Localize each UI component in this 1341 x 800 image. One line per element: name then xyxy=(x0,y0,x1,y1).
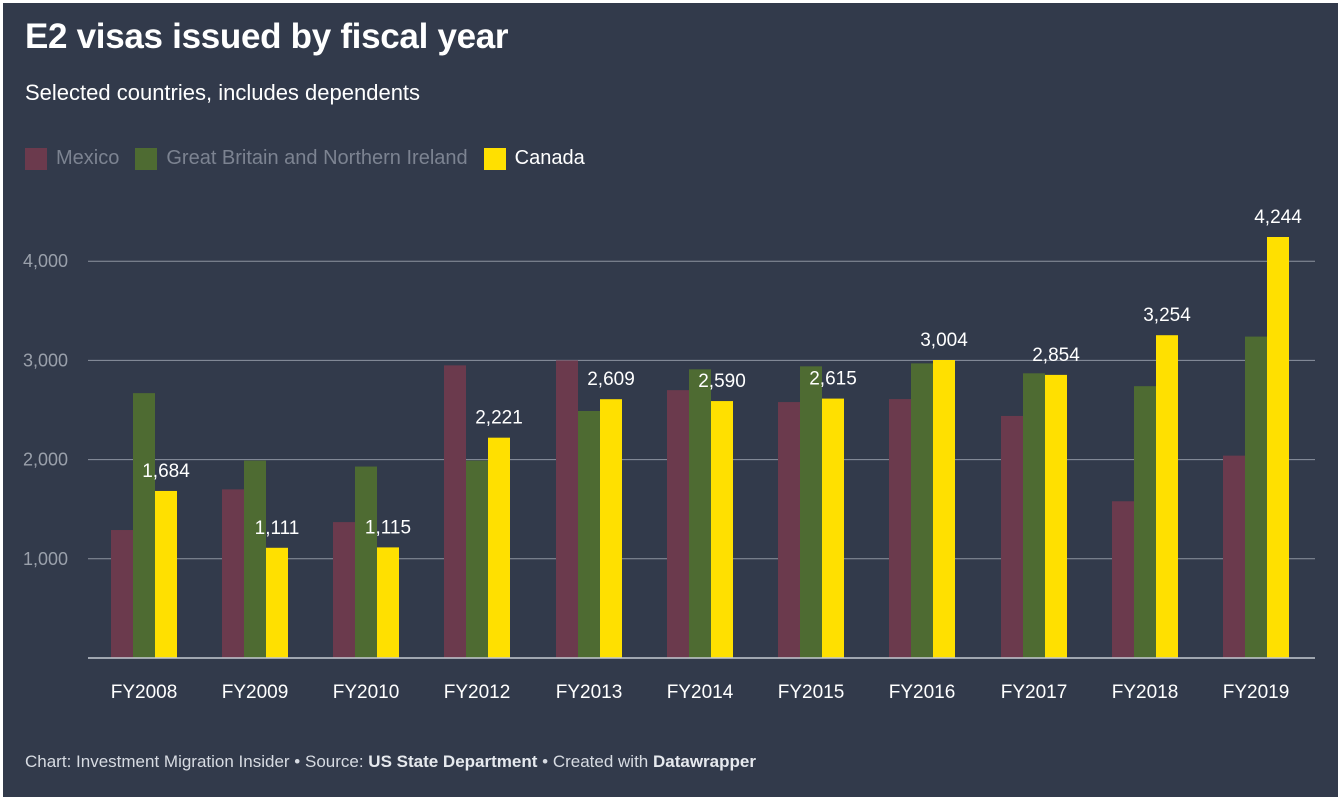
footer-chart-by: Investment Migration Insider xyxy=(76,752,290,771)
x-tick-label: FY2013 xyxy=(556,682,623,703)
y-tick-label: 2,000 xyxy=(23,450,68,470)
legend-swatch-mexico xyxy=(25,147,47,170)
legend-swatch-great-britain xyxy=(135,147,158,170)
bar-canada-FY2019 xyxy=(1267,236,1289,659)
bar-mexico-FY2012 xyxy=(444,365,466,658)
chart-frame: E2 visas issued by fiscal year Selected … xyxy=(3,3,1338,797)
bar-canada-FY2008 xyxy=(155,490,177,658)
data-label-canada-FY2016: 3,004 xyxy=(920,330,968,351)
x-tick-label: FY2010 xyxy=(333,682,400,703)
footer-chart-prefix: Chart: xyxy=(25,752,77,771)
bar-mexico-FY2013 xyxy=(556,360,578,658)
data-label-canada-FY2019: 4,244 xyxy=(1254,207,1302,228)
x-tick-label: FY2008 xyxy=(111,682,178,703)
data-label-canada-FY2018: 3,254 xyxy=(1143,305,1191,326)
data-label-canada-FY2012: 2,221 xyxy=(475,408,523,429)
bar-mexico-FY2008 xyxy=(111,530,133,658)
x-axis: FY2008 FY2009 FY2010 FY2012 FY2013 FY2014 FY20… xyxy=(88,657,1315,703)
bar-canada-FY2018 xyxy=(1156,335,1178,658)
data-label-canada-FY2015: 2,615 xyxy=(809,369,857,390)
bar-canada-FY2016 xyxy=(933,360,955,658)
bar-mexico-FY2014 xyxy=(667,390,689,658)
bars xyxy=(111,236,1289,659)
y-tick-label: 3,000 xyxy=(23,350,68,370)
data-label-canada-FY2008: 1,684 xyxy=(142,461,190,482)
data-label-canada-FY2017: 2,854 xyxy=(1032,345,1080,366)
value-labels: 1,684 1,111 1,115 2,221 2,609 2,590 2,615 3,004… xyxy=(142,207,1302,539)
bar-great-britain-FY2018 xyxy=(1134,386,1156,658)
bar-mexico-FY2015 xyxy=(778,402,800,658)
bar-mexico-FY2010 xyxy=(333,522,355,658)
x-tick-label: FY2018 xyxy=(1112,682,1179,703)
bar-mexico-FY2017 xyxy=(1001,415,1023,658)
bar-great-britain-FY2019 xyxy=(1245,336,1267,658)
bar-canada-FY2010 xyxy=(377,547,399,658)
bar-mexico-FY2018 xyxy=(1112,501,1134,658)
legend-label-canada: Canada xyxy=(514,147,585,169)
bar-canada-FY2014 xyxy=(711,401,733,658)
legend-item-great-britain[interactable]: Great Britain and Northern Ireland xyxy=(135,147,468,170)
legend-item-canada[interactable]: Canada xyxy=(483,147,585,170)
footer-separator-2: • xyxy=(537,752,553,771)
chart-footer: Chart: Investment Migration Insider • So… xyxy=(25,752,756,772)
y-tick-label: 1,000 xyxy=(23,549,68,569)
bar-mexico-FY2019 xyxy=(1223,455,1245,658)
legend-label-mexico: Mexico xyxy=(56,147,120,169)
legend-label-great-britain: Great Britain and Northern Ireland xyxy=(166,147,468,169)
chart-legend: Mexico Great Britain and Northern Irelan… xyxy=(25,147,601,170)
chart-title: E2 visas issued by fiscal year xyxy=(25,17,509,56)
x-tick-label: FY2015 xyxy=(778,682,845,703)
legend-item-mexico[interactable]: Mexico xyxy=(25,147,119,170)
bar-canada-FY2017 xyxy=(1045,374,1067,658)
chart-subtitle: Selected countries, includes dependents xyxy=(25,80,421,105)
footer-source: US State Department xyxy=(368,752,538,771)
footer-source-prefix: Source: xyxy=(304,752,369,771)
bar-mexico-FY2016 xyxy=(889,399,911,658)
x-tick-label: FY2012 xyxy=(444,682,511,703)
x-tick-label: FY2019 xyxy=(1223,682,1290,703)
x-tick-label: FY2017 xyxy=(1001,682,1068,703)
y-tick-label: 4,000 xyxy=(23,251,68,271)
data-label-canada-FY2014: 2,590 xyxy=(698,371,746,392)
bar-canada-FY2015 xyxy=(822,398,844,658)
bar-great-britain-FY2015 xyxy=(800,366,822,658)
x-tick-label: FY2016 xyxy=(889,682,956,703)
bar-chart: 1,000 2,000 3,000 4,000 1,684 1,111 1,115 2,22… xyxy=(23,207,1315,703)
data-label-canada-FY2009: 1,111 xyxy=(255,518,300,539)
bar-great-britain-FY2008 xyxy=(133,393,155,658)
bar-great-britain-FY2017 xyxy=(1023,373,1045,658)
bar-mexico-FY2009 xyxy=(222,489,244,658)
bar-great-britain-FY2013 xyxy=(578,410,600,658)
footer-separator-1: • xyxy=(289,752,305,771)
bar-canada-FY2012 xyxy=(488,437,510,658)
bar-great-britain-FY2009 xyxy=(244,460,266,658)
bar-great-britain-FY2016 xyxy=(911,363,933,658)
footer-created-prefix: Created with xyxy=(552,752,653,771)
data-label-canada-FY2013: 2,609 xyxy=(587,369,635,390)
legend-swatch-canada xyxy=(483,147,506,170)
bar-canada-FY2009 xyxy=(266,547,288,658)
bar-great-britain-FY2014 xyxy=(689,369,711,658)
data-label-canada-FY2010: 1,115 xyxy=(365,517,411,538)
x-tick-label: FY2009 xyxy=(222,682,289,703)
footer-created-with: Datawrapper xyxy=(652,752,756,771)
bar-great-britain-FY2012 xyxy=(466,460,488,658)
bar-great-britain-FY2010 xyxy=(355,466,377,658)
bar-canada-FY2013 xyxy=(600,399,622,658)
x-tick-label: FY2014 xyxy=(667,682,734,703)
